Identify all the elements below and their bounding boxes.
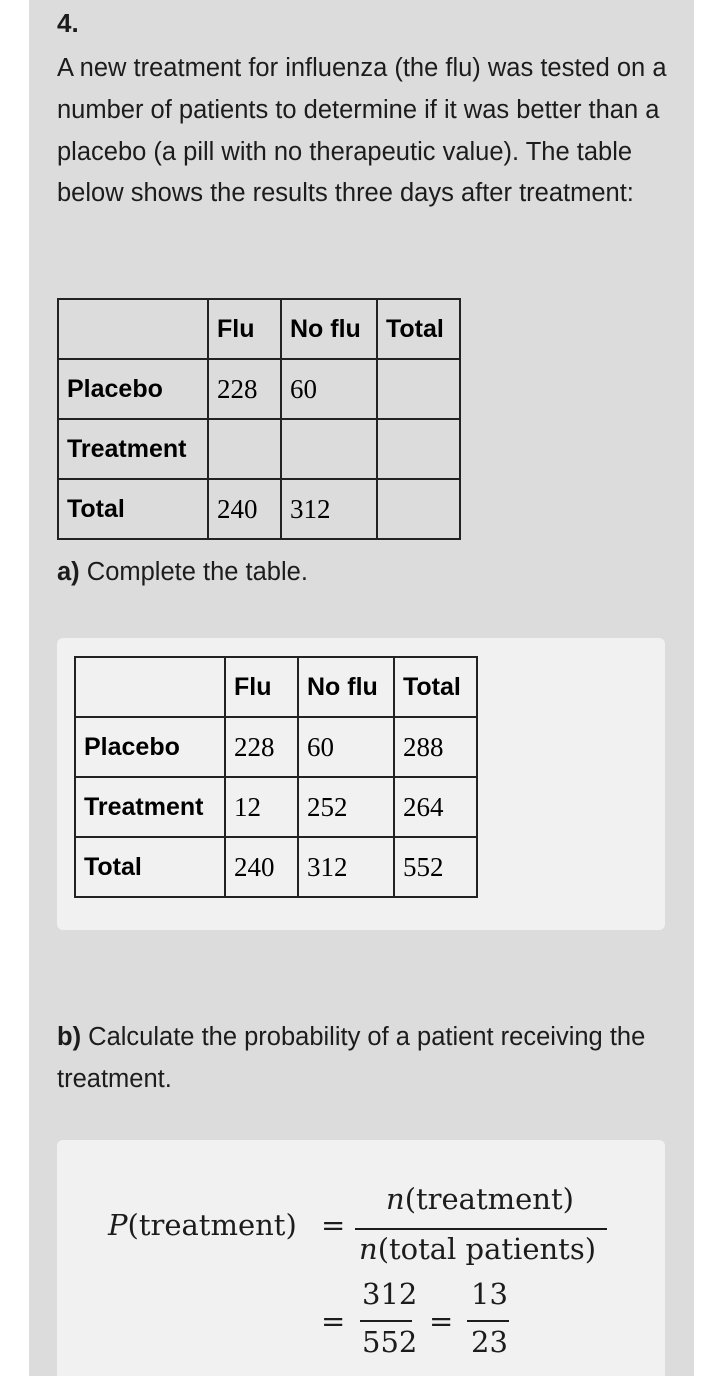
table-header-no-flu: No flu <box>280 298 378 360</box>
table-cell <box>376 358 461 420</box>
formula-num-arg: (treatment) <box>404 1182 574 1216</box>
fraction-bar-1 <box>355 1228 607 1230</box>
formula-lhs-arg: (treatment) <box>127 1208 297 1242</box>
fraction-2-numerator: 312 <box>362 1277 418 1311</box>
table-cell: 288 <box>393 716 478 778</box>
table-cell <box>280 418 378 480</box>
table-header-no-flu: No flu <box>297 656 395 718</box>
table-cell <box>74 656 226 718</box>
table-header-flu: Flu <box>224 656 299 718</box>
formula-lhs: P(treatment) <box>108 1208 297 1242</box>
table-cell: 12 <box>224 776 299 838</box>
row-label-placebo: Placebo <box>57 358 209 420</box>
row-label-total: Total <box>74 836 226 898</box>
table-header-total: Total <box>376 298 461 360</box>
flu-table-incomplete: Flu No flu Total Placebo 228 60 Treatmen… <box>57 298 461 540</box>
table-header-row: Flu No flu Total <box>74 656 478 718</box>
row-label-total: Total <box>57 478 209 540</box>
table-cell <box>207 418 282 480</box>
table-cell <box>57 298 209 360</box>
part-a-text: Complete the table. <box>86 558 308 586</box>
table-cell: 240 <box>224 836 299 898</box>
table-row: Treatment 12 252 264 <box>74 776 478 838</box>
formula-den-arg: (total patients) <box>377 1232 597 1266</box>
formula-denominator: n(total patients) <box>359 1232 596 1266</box>
table-cell: 228 <box>224 716 299 778</box>
formula-equals-1: = <box>321 1208 346 1242</box>
table-header-flu: Flu <box>207 298 282 360</box>
table-cell: 60 <box>297 716 395 778</box>
table-cell <box>376 478 461 540</box>
table-row: Placebo 228 60 288 <box>74 716 478 778</box>
formula-den-func: n <box>359 1232 378 1266</box>
row-label-treatment: Treatment <box>57 418 209 480</box>
part-b-prompt: b) Calculate the probability of a patien… <box>57 1016 677 1100</box>
table-header-total: Total <box>393 656 478 718</box>
fraction-3-numerator: 13 <box>471 1277 508 1311</box>
question-intro: A new treatment for influenza (the flu) … <box>57 54 667 208</box>
table-cell: 252 <box>297 776 395 838</box>
table-row: Placebo 228 60 <box>57 358 461 420</box>
row-label-placebo: Placebo <box>74 716 226 778</box>
table-cell: 312 <box>297 836 395 898</box>
answer-card-b: P(treatment) = n(treatment) n(total pati… <box>57 1140 665 1376</box>
fraction-2-denominator: 552 <box>362 1325 418 1359</box>
table-cell: 60 <box>280 358 378 420</box>
part-a-prompt: a) Complete the table. <box>57 558 308 587</box>
fraction-3-denominator: 23 <box>471 1325 508 1359</box>
table-cell: 264 <box>393 776 478 838</box>
answer-card-a: Flu No flu Total Placebo 228 60 288 Trea… <box>57 638 665 930</box>
table-row: Treatment <box>57 418 461 480</box>
formula-lhs-func: P <box>108 1208 128 1242</box>
fraction-bar-3 <box>467 1320 509 1322</box>
table-row: Total 240 312 <box>57 478 461 540</box>
page: 4. A new treatment for influenza (the fl… <box>29 0 694 1376</box>
formula-equals-2: = <box>321 1304 346 1338</box>
formula-equals-3: = <box>429 1304 454 1338</box>
table-header-row: Flu No flu Total <box>57 298 461 360</box>
question-number: 4. <box>57 8 79 38</box>
table-cell: 228 <box>207 358 282 420</box>
table-cell: 312 <box>280 478 378 540</box>
table-cell: 240 <box>207 478 282 540</box>
table-row: Total 240 312 552 <box>74 836 478 898</box>
table-cell <box>376 418 461 480</box>
part-a-label: a) <box>57 558 80 586</box>
row-label-treatment: Treatment <box>74 776 226 838</box>
part-b-label: b) <box>57 1023 82 1051</box>
formula-numerator: n(treatment) <box>386 1182 574 1216</box>
part-b-text: Calculate the probability of a patient r… <box>57 1023 646 1093</box>
table-cell: 552 <box>393 836 478 898</box>
formula-num-func: n <box>386 1182 405 1216</box>
fraction-bar-2 <box>360 1320 412 1322</box>
flu-table-complete: Flu No flu Total Placebo 228 60 288 Trea… <box>74 656 478 898</box>
